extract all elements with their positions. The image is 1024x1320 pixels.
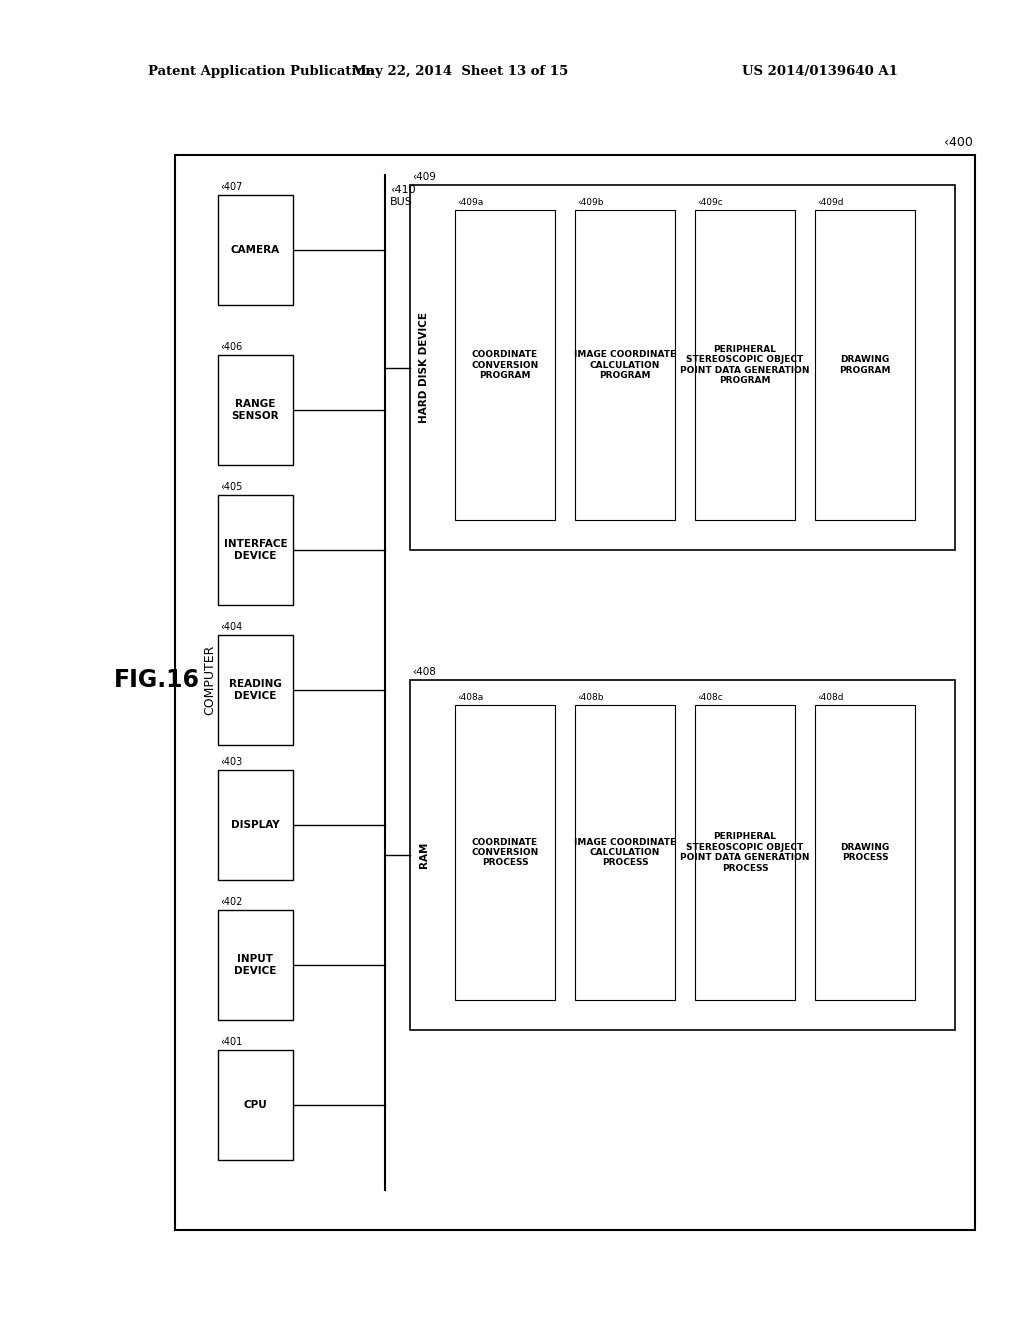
Text: ‹410
BUS: ‹410 BUS xyxy=(390,185,416,207)
Text: RAM: RAM xyxy=(419,842,429,869)
Text: IMAGE COORDINATE
CALCULATION
PROCESS: IMAGE COORDINATE CALCULATION PROCESS xyxy=(573,838,676,867)
Text: ‹408b: ‹408b xyxy=(577,693,603,702)
Bar xyxy=(575,705,675,1001)
Bar xyxy=(410,185,955,550)
Text: ‹409b: ‹409b xyxy=(577,198,603,207)
Bar xyxy=(815,210,915,520)
Text: ‹400: ‹400 xyxy=(944,136,973,149)
Text: Patent Application Publication: Patent Application Publication xyxy=(148,66,375,78)
Bar xyxy=(455,210,555,520)
Text: PERIPHERAL
STEREOSCOPIC OBJECT
POINT DATA GENERATION
PROCESS: PERIPHERAL STEREOSCOPIC OBJECT POINT DAT… xyxy=(680,833,810,873)
Text: ‹403: ‹403 xyxy=(220,756,243,767)
Text: ‹408: ‹408 xyxy=(412,667,436,677)
Bar xyxy=(218,195,293,305)
Text: ‹408c: ‹408c xyxy=(697,693,723,702)
Bar xyxy=(695,705,795,1001)
Text: ‹404: ‹404 xyxy=(220,622,243,632)
Bar xyxy=(455,705,555,1001)
Bar xyxy=(218,635,293,744)
Text: CAMERA: CAMERA xyxy=(231,246,280,255)
Text: DRAWING
PROCESS: DRAWING PROCESS xyxy=(841,842,890,862)
Bar xyxy=(575,210,675,520)
Text: ‹406: ‹406 xyxy=(220,342,243,352)
Bar xyxy=(218,1049,293,1160)
Bar xyxy=(815,705,915,1001)
Text: IMAGE COORDINATE
CALCULATION
PROGRAM: IMAGE COORDINATE CALCULATION PROGRAM xyxy=(573,350,676,380)
Text: FIG.16: FIG.16 xyxy=(114,668,200,692)
Text: ‹408d: ‹408d xyxy=(817,693,844,702)
Text: DISPLAY: DISPLAY xyxy=(231,820,280,830)
Text: ‹409a: ‹409a xyxy=(457,198,483,207)
Bar xyxy=(218,355,293,465)
Text: CPU: CPU xyxy=(244,1100,267,1110)
Text: COMPUTER: COMPUTER xyxy=(204,644,216,715)
Text: PERIPHERAL
STEREOSCOPIC OBJECT
POINT DATA GENERATION
PROGRAM: PERIPHERAL STEREOSCOPIC OBJECT POINT DAT… xyxy=(680,345,810,385)
Text: ‹409d: ‹409d xyxy=(817,198,844,207)
Text: COORDINATE
CONVERSION
PROCESS: COORDINATE CONVERSION PROCESS xyxy=(471,838,539,867)
Bar xyxy=(695,210,795,520)
Text: US 2014/0139640 A1: US 2014/0139640 A1 xyxy=(742,66,898,78)
Text: HARD DISK DEVICE: HARD DISK DEVICE xyxy=(419,312,429,422)
Bar xyxy=(410,680,955,1030)
Text: ‹401: ‹401 xyxy=(220,1038,243,1047)
Text: READING
DEVICE: READING DEVICE xyxy=(229,680,282,701)
Text: ‹405: ‹405 xyxy=(220,482,243,492)
Text: RANGE
SENSOR: RANGE SENSOR xyxy=(231,399,280,421)
Text: ‹407: ‹407 xyxy=(220,182,243,191)
Bar xyxy=(218,770,293,880)
Text: ‹402: ‹402 xyxy=(220,898,243,907)
Text: May 22, 2014  Sheet 13 of 15: May 22, 2014 Sheet 13 of 15 xyxy=(352,66,568,78)
Text: INPUT
DEVICE: INPUT DEVICE xyxy=(234,954,276,975)
Text: ‹409c: ‹409c xyxy=(697,198,723,207)
Bar xyxy=(218,909,293,1020)
Text: COORDINATE
CONVERSION
PROGRAM: COORDINATE CONVERSION PROGRAM xyxy=(471,350,539,380)
Text: ‹409: ‹409 xyxy=(412,172,436,182)
Text: INTERFACE
DEVICE: INTERFACE DEVICE xyxy=(223,539,288,561)
Text: DRAWING
PROGRAM: DRAWING PROGRAM xyxy=(840,355,891,375)
Bar xyxy=(175,154,975,1230)
Text: ‹408a: ‹408a xyxy=(457,693,483,702)
Bar xyxy=(218,495,293,605)
